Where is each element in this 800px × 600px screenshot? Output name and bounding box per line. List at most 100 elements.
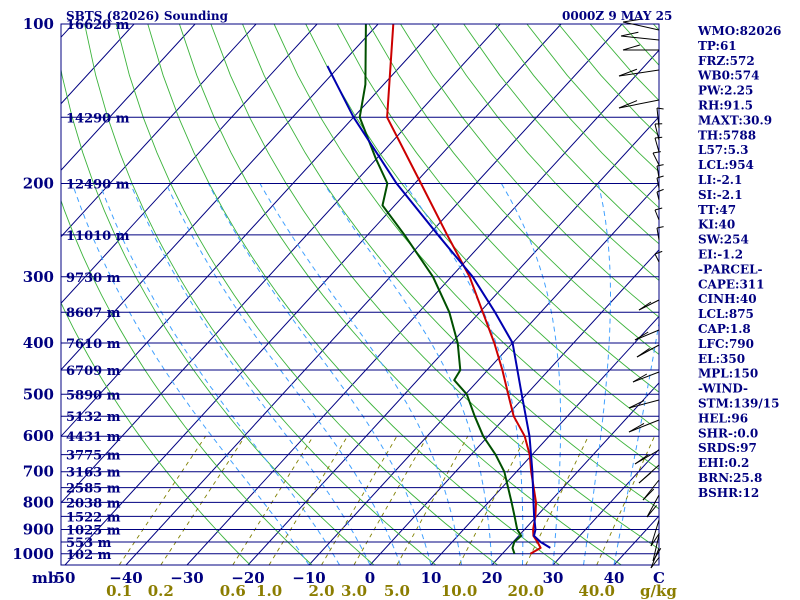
moist-adiabat-line — [500, 183, 562, 565]
wind-barb-flag — [654, 250, 663, 255]
wind-barb — [654, 253, 660, 263]
mixing-ratio-tick-label: 0.6 — [220, 582, 246, 600]
mixing-ratio-tick-label: 40.0 — [578, 582, 615, 600]
mixing-ratio-line — [458, 436, 527, 565]
wind-barb — [650, 519, 660, 547]
dry-adiabat-line — [368, 24, 659, 356]
height-label: 553 m — [66, 536, 112, 551]
mixing-ratio-unit-label: g/kg — [640, 582, 677, 600]
sounding-index: SW:254 — [698, 233, 749, 247]
sounding-index: MPL:150 — [698, 367, 758, 381]
pressure-tick-label: 500 — [23, 385, 54, 403]
dry-adiabat-line — [210, 24, 659, 550]
mixing-ratio-tick-label: 0.2 — [148, 582, 174, 600]
sounding-profiles — [326, 24, 551, 555]
sounding-index: SHR-:0.0 — [698, 426, 758, 440]
sounding-index: MAXT:30.9 — [698, 113, 772, 127]
dry-adiabat-line — [242, 24, 659, 510]
mixing-ratio-tick-label: 5.0 — [384, 582, 410, 600]
moist-adiabat-line — [323, 183, 493, 565]
height-label: 3775 m — [66, 449, 121, 464]
wind-barb — [646, 494, 660, 518]
wind-barb-flag — [650, 556, 660, 569]
isotherm-line — [369, 249, 659, 565]
sounding-index: TH:5788 — [698, 128, 756, 142]
height-label: 8607 m — [66, 306, 121, 321]
background-lines — [61, 24, 659, 565]
sounding-index: LCL:954 — [698, 158, 754, 172]
wind-barb — [656, 165, 660, 179]
mixing-ratio-line — [118, 435, 206, 565]
wind-barb — [652, 534, 660, 562]
wind-barb-flag — [622, 44, 640, 51]
wind-barb — [618, 99, 660, 109]
sounding-index: EHI:0.2 — [698, 456, 749, 470]
mixing-ratio-line — [396, 436, 469, 565]
temperature-tick-label: −20 — [231, 569, 264, 587]
isotherm-line — [430, 315, 659, 565]
temperature-tick-label: 20 — [482, 569, 503, 587]
sounding-index: FRZ:572 — [698, 54, 755, 68]
height-label: 1522 m — [66, 510, 121, 525]
sounding-index: SRDS:97 — [698, 441, 757, 455]
sounding-index: TP:61 — [698, 39, 737, 53]
height-label: 1025 m — [66, 524, 121, 539]
sounding-index: PW:2.25 — [698, 84, 753, 98]
wind-barb — [656, 191, 660, 201]
sounding-indices: WMO:82026TP:61FRZ:572WB0:574PW:2.25RH:91… — [697, 24, 781, 500]
height-label: 16620 m — [66, 18, 130, 33]
sounding-index: LCL:875 — [698, 307, 754, 321]
pressure-tick-label: 400 — [23, 334, 54, 352]
mixing-ratio-line — [160, 435, 246, 565]
sounding-index: EL:350 — [698, 352, 745, 366]
wind-barb-flag — [646, 505, 657, 518]
moist-adiabat-line — [71, 183, 310, 565]
chart-time: 0000Z 9 MAY 25 — [562, 9, 672, 23]
moist-adiabat-line — [165, 183, 401, 565]
sounding-index: CAPE:311 — [698, 277, 765, 291]
dry-adiabat-line — [305, 24, 659, 431]
height-label: 4431 m — [66, 430, 121, 445]
sounding-index: STM:139/15 — [698, 397, 779, 411]
height-label: 14290 m — [66, 111, 130, 126]
height-label: 2585 m — [66, 482, 121, 497]
isotherm-line — [61, 24, 501, 504]
sounding-index: LFC:790 — [698, 337, 754, 351]
moist-adiabat-line — [583, 183, 611, 565]
sounding-index: L57:5.3 — [698, 143, 748, 157]
wind-barb — [620, 35, 660, 41]
mixing-ratio-tick-label: 3.0 — [341, 582, 367, 600]
moist-adiabat-line — [130, 183, 371, 565]
height-label: 5890 m — [66, 388, 121, 403]
height-label: 9730 m — [66, 271, 121, 286]
wind-barb-flag — [636, 347, 650, 358]
sounding-index: -WIND- — [698, 382, 748, 396]
pressure-unit-label: mb — [32, 569, 58, 587]
pressure-tick-label: 200 — [23, 175, 54, 193]
wind-barb — [632, 371, 660, 383]
wind-barb-flag — [634, 454, 649, 465]
wind-barb-flag — [622, 18, 640, 23]
wind-barb-flag — [654, 207, 663, 211]
temperature-tick-label: 0 — [365, 569, 375, 587]
sounding-index: WB0:574 — [697, 69, 759, 83]
wind-barb — [656, 227, 660, 241]
isotherm-line — [61, 24, 440, 438]
wind-barb — [652, 152, 660, 166]
pressure-isobars — [61, 24, 659, 555]
wind-barb — [628, 419, 660, 433]
wind-barb-flag — [618, 68, 638, 77]
mixing-ratio-line — [353, 436, 428, 565]
pressure-tick-label: 900 — [23, 521, 54, 539]
wind-barb-flag — [638, 472, 652, 484]
isotherm-line — [61, 24, 318, 305]
wind-barb-flag — [656, 107, 664, 110]
sounding-index: CAP:1.8 — [698, 322, 751, 336]
isotherm-line — [308, 182, 659, 565]
sounding-index: BRN:25.8 — [698, 471, 762, 485]
wind-barb-flag — [652, 151, 661, 154]
mixing-ratio-tick-label: 20.0 — [508, 582, 545, 600]
